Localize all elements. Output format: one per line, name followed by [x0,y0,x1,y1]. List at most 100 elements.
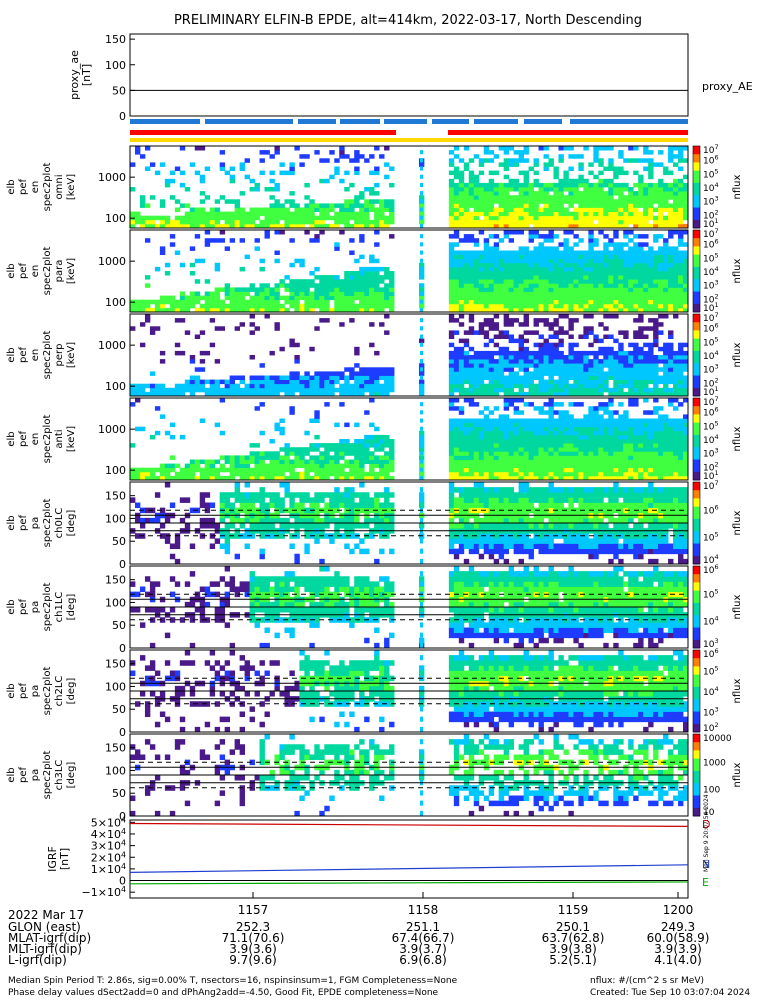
spectrogram-cell [294,553,300,560]
spectrogram-cell [583,467,589,473]
spectrogram-cell [553,463,559,469]
spectrogram-cell [663,219,669,225]
spectrogram-cell [673,146,679,151]
spectrogram-cell [269,295,275,301]
spectrogram-cell [518,170,524,176]
spectrogram-cell [279,295,285,301]
spectrogram-cell [588,447,594,452]
spectrogram-cell [374,379,380,385]
spectrogram-cell [603,283,609,288]
spectrogram-cell [274,322,280,327]
spectrogram-cell [209,215,216,221]
spectrogram-cell [289,299,295,305]
spectrogram-cell [528,215,534,221]
colorbar-step [693,418,700,422]
spectrogram-cell [364,279,370,284]
spectrogram-cell [254,492,260,498]
spectrogram-cell [199,502,206,509]
spectrogram-cell [468,363,475,368]
spectrogram-cell [653,463,659,469]
spectrogram-cell [683,471,689,477]
spectrogram-cell [633,402,639,407]
spectrogram-cell [618,402,624,407]
spectrogram-cell [543,182,549,188]
spectrogram-cell [593,262,599,268]
spectrogram-cell [683,459,689,464]
spectrogram-cell [189,467,196,473]
spectrogram-cell [598,146,604,151]
spectrogram-cell [420,334,423,339]
spectrogram-cell [463,475,470,481]
spectrogram-cell [334,371,340,376]
spectrogram-cell [663,387,669,393]
spectrogram-cell [643,467,649,473]
spectrogram-cell [139,471,146,477]
spectrogram-cell [643,166,649,171]
spectrogram-cell [493,387,500,393]
spectrogram-cell [673,314,679,319]
colorbar-step [693,217,700,221]
spectrogram-cell [259,258,265,264]
spectrogram-cell [314,238,320,243]
spectrogram-cell [294,203,300,208]
spectrogram-cell [468,383,475,389]
spectrogram-cell [448,379,455,385]
spectrogram-cell [374,375,380,380]
spectrogram-cell [513,250,520,255]
colorbar-tick-label: 106 [703,238,719,251]
spectrogram-cell [364,219,370,225]
spectrogram-cell [573,254,579,260]
colorbar-step [693,469,700,473]
spectrogram-cell [678,262,684,268]
spectrogram-cell [638,283,644,288]
spectrogram-cell [588,266,594,272]
spectrogram-cell [518,434,524,440]
spectrogram-cell [359,299,365,305]
spectrogram-cell [224,283,231,288]
spectrogram-cell [653,371,659,376]
spectrogram-cell [294,219,300,225]
spectrogram-cell [628,451,634,456]
spectrogram-cell [583,475,589,481]
spectrogram-cell [249,383,255,389]
spectrogram-cell [528,467,534,473]
spectrogram-cell [503,150,510,155]
spectrogram-cell [553,391,559,397]
spectrogram-cell [588,342,594,348]
spectrogram-cell [453,451,460,456]
spectrogram-cell [613,187,619,192]
spectrogram-cell [269,195,275,200]
spectrogram-cell [289,387,295,393]
spectrogram-cell [209,318,216,323]
spectrogram-cell [598,439,604,444]
colorbar-step [693,332,700,335]
spectrogram-cell [653,207,659,212]
spectrogram-cell [518,379,524,385]
spectrogram-cell [678,283,684,288]
spectrogram-cell [239,463,245,469]
spectrogram-cell [613,223,619,229]
spectrogram-cell [339,467,345,473]
spectrogram-cell [384,475,390,481]
spectrogram-cell [553,363,559,368]
spectrogram-cell [643,443,649,448]
spectrogram-cell [643,359,649,364]
spectrogram-cell [420,207,423,212]
spectrogram-cell [249,471,255,477]
spectrogram-cell [608,250,614,255]
spectrogram-cell [478,203,485,208]
spectrogram-cell [553,443,559,448]
spectrogram-cell [184,299,191,305]
spectrogram-cell [214,523,221,529]
spectrogram-cell [468,211,475,217]
spectrogram-cell [638,279,644,284]
spectrogram-cell [473,174,480,180]
spectrogram-cell [309,391,315,397]
spectrogram-cell [174,207,181,212]
spectrogram-cell [623,379,629,385]
colorbar-step [693,154,700,157]
spectrogram-cell [568,350,574,356]
spectrogram-cell [369,219,375,225]
spectrogram-cell [678,279,684,284]
spectrogram-cell [603,359,609,364]
